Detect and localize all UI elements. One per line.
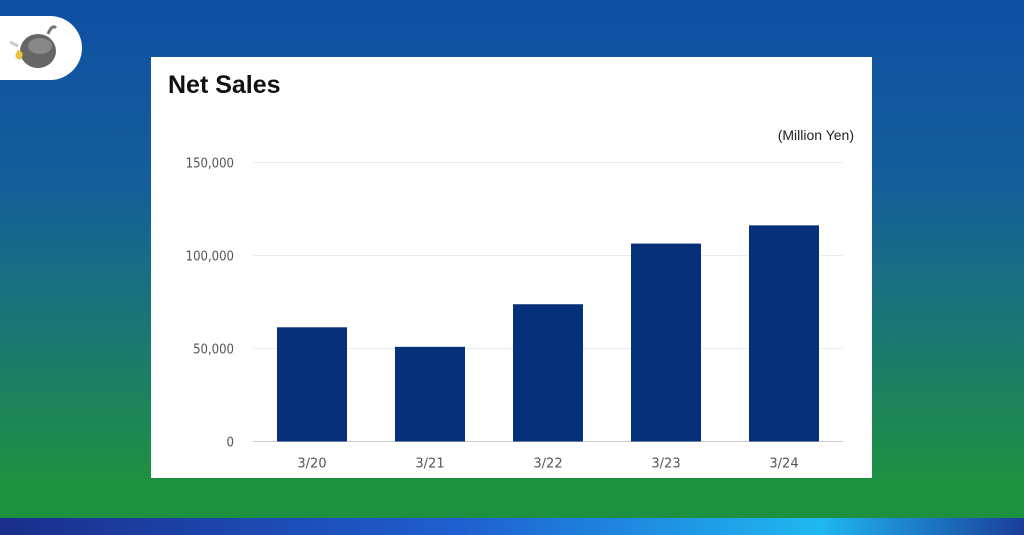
y-tick-label: 50,000	[193, 343, 234, 358]
x-tick-label: 3/23	[651, 457, 680, 472]
rhino-mascot-icon	[9, 25, 58, 68]
bar-3-24	[749, 225, 819, 442]
unit-label: (Million Yen)	[777, 127, 854, 143]
x-tick-label: 3/22	[533, 457, 562, 472]
x-tick-label: 3/20	[297, 457, 326, 472]
chart-title: Net Sales	[168, 71, 281, 99]
logo-badge	[0, 16, 82, 80]
bottom-stripe	[0, 518, 1024, 535]
y-tick-label: 150,000	[186, 157, 234, 172]
bar-3-22	[513, 304, 583, 442]
bar-chart: 0 50,000 100,000 150,000 3/20 3/21 3/22 3/23 3/2…	[186, 157, 843, 472]
x-tick-label: 3/21	[415, 457, 444, 472]
chart-card: Net Sales (Million Yen) 0 50,000 100,000 15…	[151, 57, 872, 478]
x-tick-label: 3/24	[769, 457, 798, 472]
bar-3-21	[395, 346, 465, 442]
bar-3-23	[631, 243, 701, 442]
bar-3-20	[277, 327, 347, 442]
y-tick-label: 100,000	[186, 250, 234, 265]
y-tick-label: 0	[227, 436, 234, 451]
